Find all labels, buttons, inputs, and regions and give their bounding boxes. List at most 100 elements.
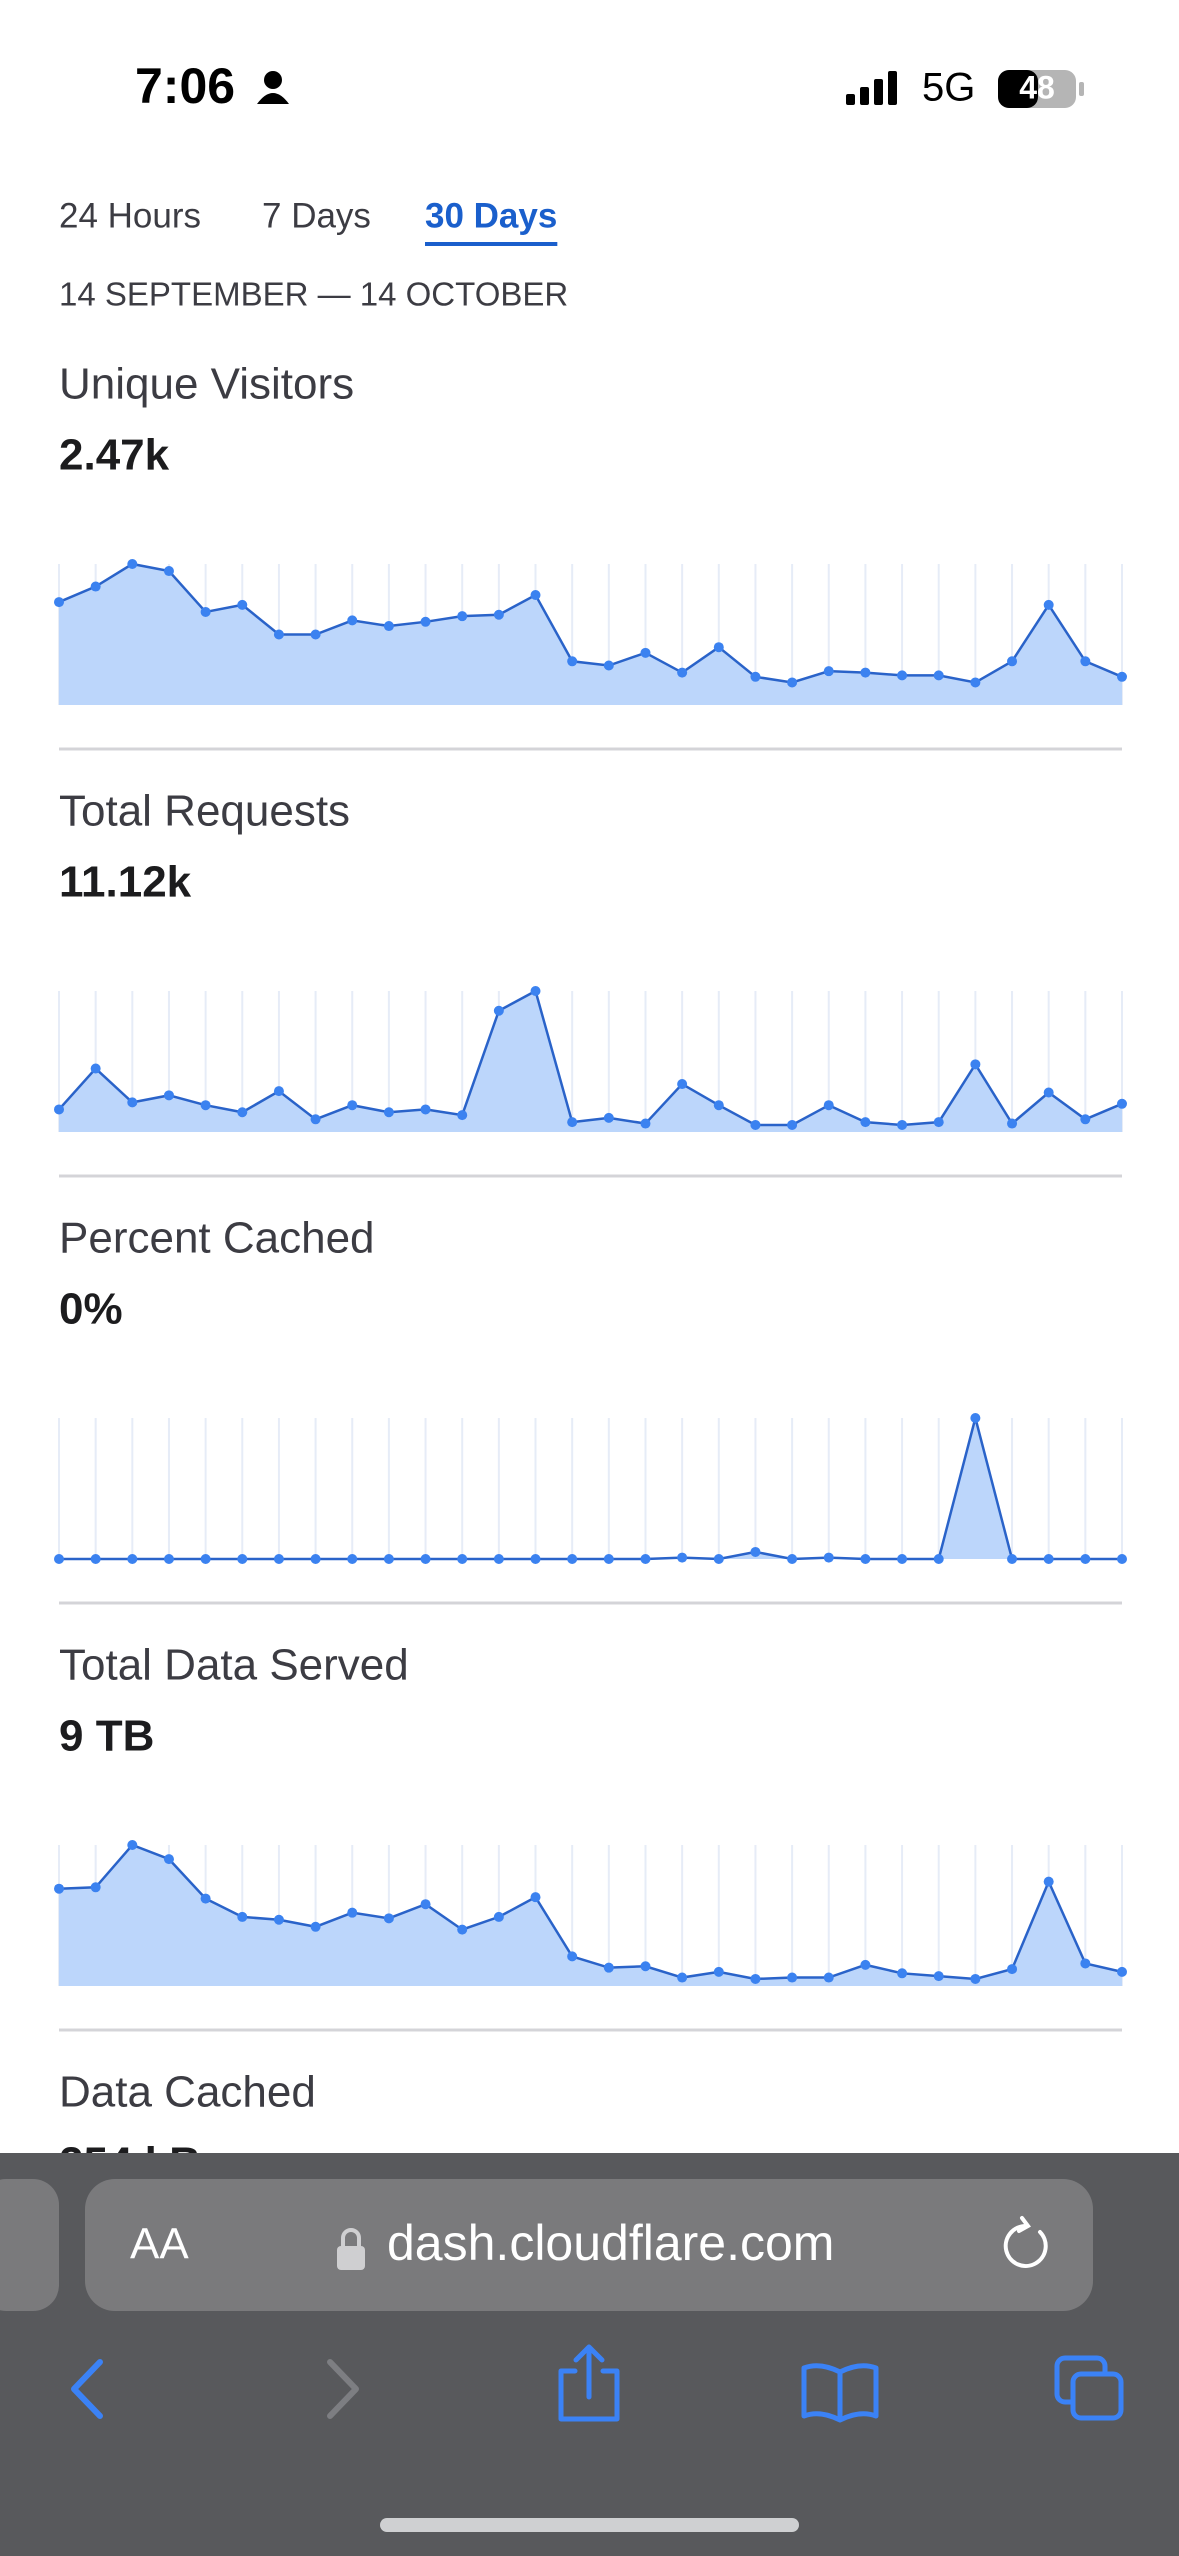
data-point bbox=[823, 666, 834, 677]
data-point bbox=[273, 1086, 284, 1097]
data-point bbox=[420, 1104, 431, 1115]
data-point bbox=[163, 1090, 174, 1101]
area bbox=[59, 564, 1122, 705]
data-point bbox=[677, 667, 688, 678]
range-tab[interactable]: 7 Days bbox=[262, 196, 371, 235]
data-point bbox=[383, 1554, 394, 1564]
data-point bbox=[530, 1554, 541, 1564]
reload-button[interactable] bbox=[1003, 2216, 1048, 2268]
data-point bbox=[823, 1100, 834, 1111]
data-point bbox=[787, 677, 798, 688]
data-point bbox=[970, 677, 981, 688]
data-point bbox=[603, 660, 614, 671]
data-point bbox=[420, 616, 431, 627]
data-point bbox=[640, 1961, 651, 1972]
data-point bbox=[457, 1554, 468, 1564]
data-point bbox=[310, 1921, 321, 1932]
data-point bbox=[970, 1413, 981, 1423]
data-point bbox=[90, 1882, 101, 1893]
network: 5G bbox=[922, 66, 975, 110]
text-size-button[interactable]: AA bbox=[130, 2220, 189, 2269]
data-point bbox=[457, 1110, 468, 1121]
forward-button[interactable] bbox=[327, 2359, 359, 2419]
data-point bbox=[750, 1546, 761, 1557]
data-point bbox=[1080, 1114, 1091, 1125]
metric-title: Data Cached bbox=[59, 2068, 316, 2117]
data-point bbox=[457, 1924, 468, 1935]
data-point bbox=[347, 615, 358, 626]
metric-value: 11.12k bbox=[59, 858, 192, 907]
data-point bbox=[200, 1100, 211, 1111]
data-point bbox=[237, 1554, 248, 1564]
tabs-button[interactable] bbox=[1054, 2355, 1124, 2421]
line bbox=[59, 1413, 1122, 1561]
data-point bbox=[493, 1005, 504, 1016]
data-point bbox=[933, 1117, 944, 1128]
url[interactable]: dash.cloudflare.com bbox=[387, 2215, 834, 2271]
data-point bbox=[383, 621, 394, 632]
data-point bbox=[603, 1554, 614, 1564]
data-point bbox=[530, 590, 541, 601]
data-point bbox=[54, 597, 64, 608]
metric-title: Total Data Served bbox=[59, 1641, 409, 1690]
data-point bbox=[787, 1119, 798, 1130]
data-point bbox=[677, 1972, 688, 1983]
metric-title: Percent Cached bbox=[59, 1214, 375, 1263]
data-point bbox=[713, 1100, 724, 1111]
date-range: 14 SEPTEMBER — 14 OCTOBER bbox=[59, 276, 568, 313]
data-point bbox=[347, 1100, 358, 1111]
data-point bbox=[713, 1554, 724, 1564]
address-bar[interactable] bbox=[85, 2179, 1093, 2311]
person-icon bbox=[257, 71, 289, 104]
prev-tab[interactable] bbox=[0, 2179, 59, 2311]
data-point bbox=[347, 1907, 358, 1918]
data-point bbox=[677, 1079, 688, 1090]
data-point bbox=[933, 1971, 944, 1982]
active-tab-underline bbox=[425, 242, 558, 246]
data-point bbox=[750, 1973, 761, 1984]
battery-icon: 48 bbox=[998, 69, 1084, 108]
data-point bbox=[1043, 1554, 1054, 1564]
data-point bbox=[603, 1962, 614, 1973]
share-button[interactable] bbox=[558, 2344, 620, 2422]
battery-level: 48 bbox=[1019, 69, 1055, 105]
data-point bbox=[237, 1107, 248, 1118]
data-point bbox=[54, 1883, 64, 1894]
data-point bbox=[860, 1959, 871, 1970]
metric-value: 9 TB bbox=[59, 1712, 154, 1761]
data-point bbox=[273, 1914, 284, 1925]
data-point bbox=[530, 1892, 541, 1903]
data-point bbox=[383, 1107, 394, 1118]
data-point bbox=[310, 1114, 321, 1125]
data-point bbox=[273, 629, 284, 640]
data-point bbox=[1117, 671, 1127, 682]
lock-icon bbox=[337, 2228, 365, 2270]
home-indicator bbox=[380, 2518, 799, 2532]
status-time: 7:06 bbox=[135, 58, 235, 114]
range-tab[interactable]: 30 Days bbox=[425, 196, 557, 235]
data-point bbox=[1080, 1554, 1091, 1564]
data-point bbox=[310, 1554, 321, 1564]
data-point bbox=[420, 1554, 431, 1564]
data-point bbox=[163, 1854, 174, 1865]
data-point bbox=[200, 1554, 211, 1564]
data-point bbox=[1080, 656, 1091, 667]
data-point bbox=[897, 1554, 908, 1564]
line bbox=[58, 1843, 1123, 1981]
metric-title: Total Requests bbox=[59, 787, 350, 836]
line bbox=[58, 989, 1123, 1127]
range-tab[interactable]: 24 Hours bbox=[59, 196, 201, 235]
data-point bbox=[897, 670, 908, 681]
content: Unique Visitors 2.47k Total Requests 11.12k… bbox=[54, 360, 1127, 2188]
data-point bbox=[1007, 656, 1018, 667]
bookmarks-button[interactable] bbox=[801, 2363, 879, 2423]
area bbox=[59, 1845, 1122, 1986]
data-point bbox=[163, 566, 174, 577]
data-point bbox=[383, 1913, 394, 1924]
back-button[interactable] bbox=[71, 2359, 103, 2419]
area bbox=[59, 1418, 1122, 1559]
data-point bbox=[860, 1117, 871, 1128]
metric-value: 2.47k bbox=[59, 431, 170, 480]
data-point bbox=[457, 611, 468, 622]
